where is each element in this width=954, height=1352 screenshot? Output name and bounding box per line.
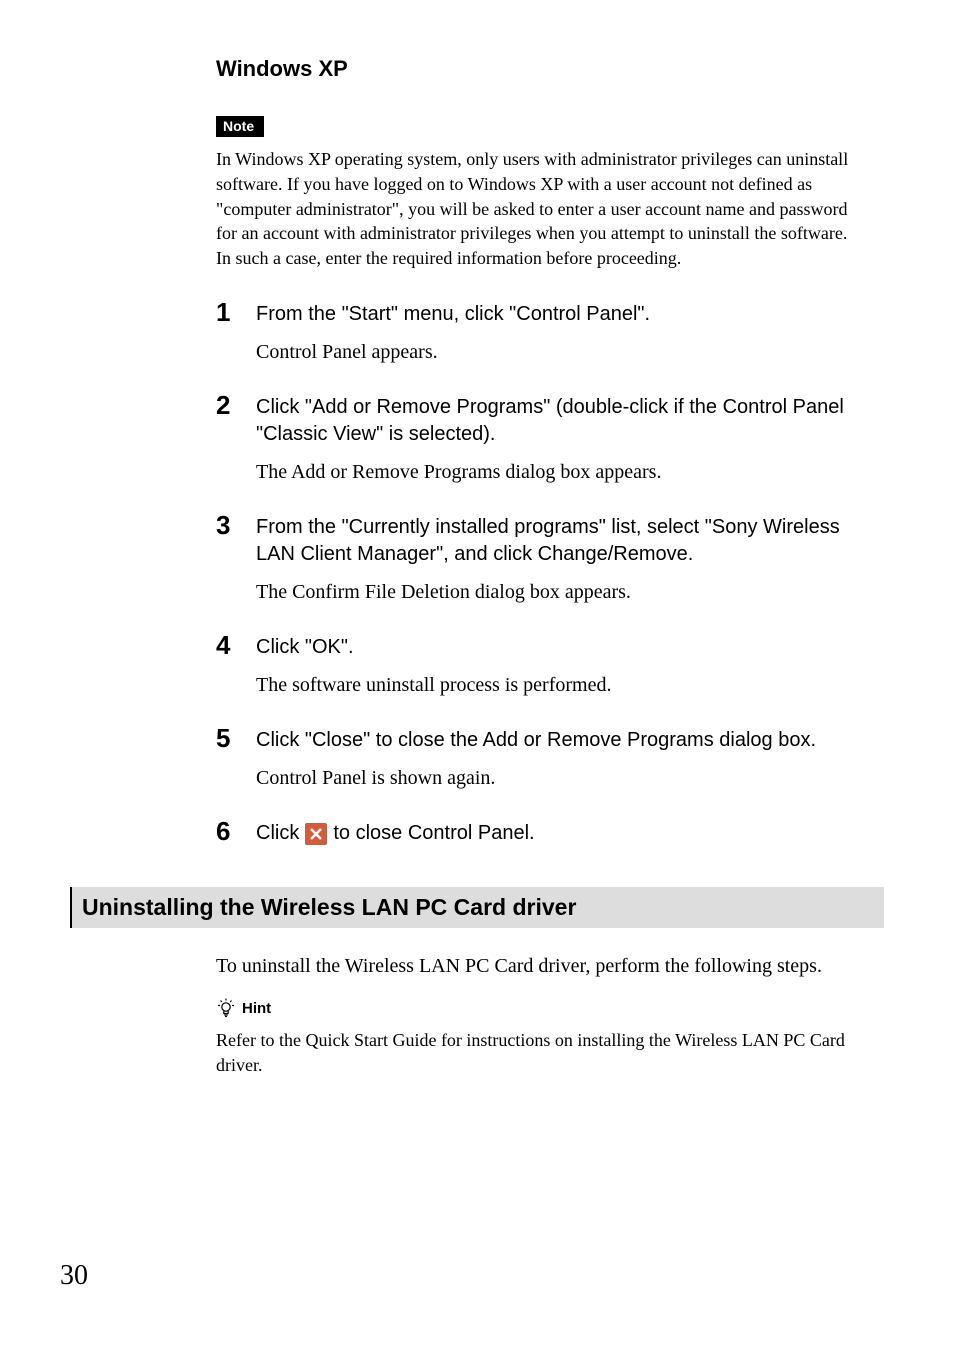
section-intro: To uninstall the Wireless LAN PC Card dr… <box>216 952 864 980</box>
step-number: 1 <box>216 299 256 366</box>
step-body: From the "Start" menu, click "Control Pa… <box>256 299 864 366</box>
step-description: The Confirm File Deletion dialog box app… <box>256 578 864 606</box>
step-5: 5 Click "Close" to close the Add or Remo… <box>218 725 864 792</box>
step-title: From the "Start" menu, click "Control Pa… <box>256 301 864 328</box>
close-icon <box>305 823 327 845</box>
step-title: Click "Add or Remove Programs" (double-c… <box>256 394 864 448</box>
step-body: Click "Close" to close the Add or Remove… <box>256 725 864 792</box>
step-title-before: Click <box>256 820 299 847</box>
step-number: 3 <box>216 512 256 606</box>
step-number: 5 <box>216 725 256 792</box>
step-description: The Add or Remove Programs dialog box ap… <box>256 458 864 486</box>
note-body: In Windows XP operating system, only use… <box>216 147 864 271</box>
hint-label: Hint <box>242 1000 271 1017</box>
step-3: 3 From the "Currently installed programs… <box>218 512 864 606</box>
step-title: Click "Close" to close the Add or Remove… <box>256 727 864 754</box>
step-number: 2 <box>216 392 256 486</box>
page-number: 30 <box>60 1260 88 1292</box>
step-body: From the "Currently installed programs" … <box>256 512 864 606</box>
step-description: Control Panel appears. <box>256 338 864 366</box>
hint-icon <box>216 998 236 1018</box>
step-2: 2 Click "Add or Remove Programs" (double… <box>218 392 864 486</box>
hint-body: Refer to the Quick Start Guide for instr… <box>216 1028 864 1078</box>
step-number: 6 <box>216 818 256 847</box>
step-description: The software uninstall process is perfor… <box>256 671 864 699</box>
step-1: 1 From the "Start" menu, click "Control … <box>218 299 864 366</box>
page-content: Windows XP Note In Windows XP operating … <box>0 0 954 1078</box>
step-number: 4 <box>216 632 256 699</box>
step-body: Click "Add or Remove Programs" (double-c… <box>256 392 864 486</box>
step-title: Click to close Control Panel. <box>256 820 864 847</box>
step-title: From the "Currently installed programs" … <box>256 514 864 568</box>
step-body: Click to close Control Panel. <box>256 818 864 847</box>
step-6: 6 Click to close Control Panel. <box>218 818 864 847</box>
step-body: Click "OK". The software uninstall proce… <box>256 632 864 699</box>
step-4: 4 Click "OK". The software uninstall pro… <box>218 632 864 699</box>
page-heading: Windows XP <box>216 56 864 82</box>
section-heading: Uninstalling the Wireless LAN PC Card dr… <box>70 887 884 928</box>
note-label: Note <box>216 116 264 137</box>
step-title: Click "OK". <box>256 634 864 661</box>
hint-row: Hint <box>216 998 864 1018</box>
note-block: Note In Windows XP operating system, onl… <box>218 116 864 271</box>
step-description: Control Panel is shown again. <box>256 764 864 792</box>
step-title-after: to close Control Panel. <box>333 820 534 847</box>
